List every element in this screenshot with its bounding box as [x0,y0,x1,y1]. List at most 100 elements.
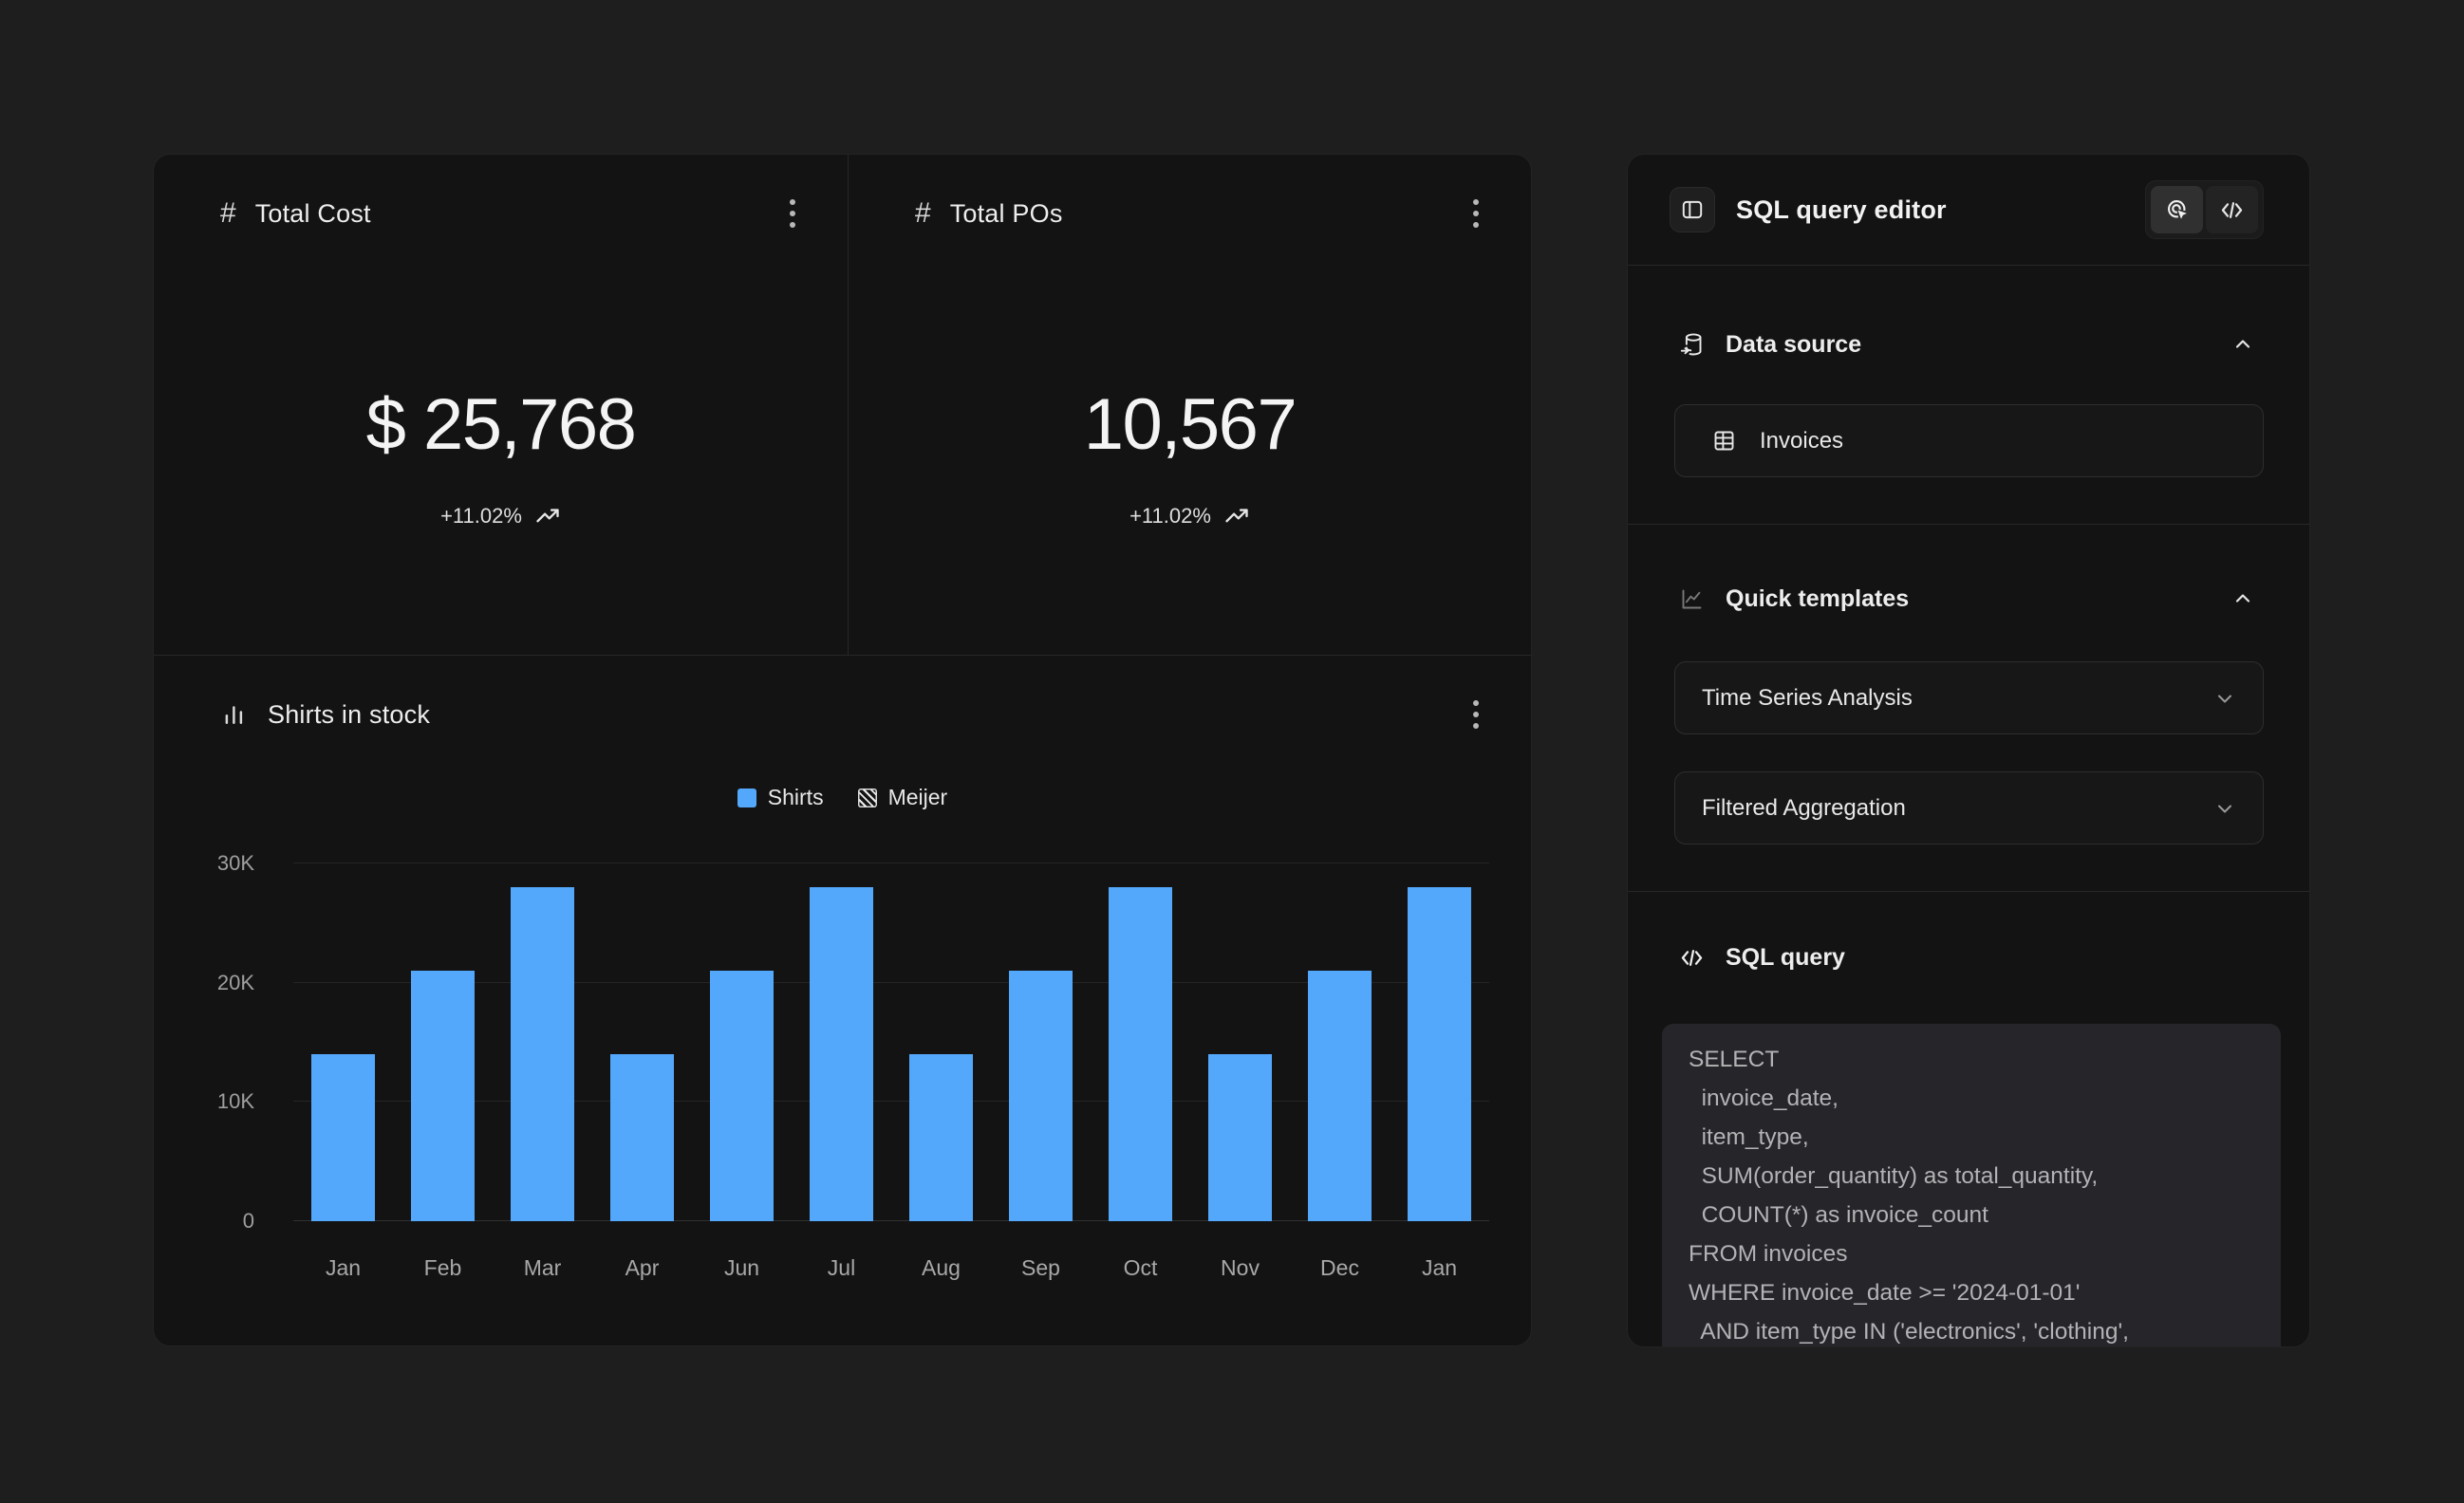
x-axis-label: Apr [625,1255,660,1280]
bar-shirts [810,887,873,1221]
editor-mode-toggle [2145,180,2264,239]
vertical-divider [848,155,849,655]
kebab-icon [790,199,795,228]
sql-code-line: item_type, [1689,1124,1809,1150]
table-icon [1714,431,1734,451]
more-menu-button[interactable] [772,193,813,234]
line-chart-icon [1682,589,1702,608]
x-axis-label: Oct [1123,1255,1158,1280]
panel-title: SQL query editor [1736,195,1947,224]
legend-label: Shirts [767,785,824,809]
total-pos-trend: +11.02% [849,502,1531,530]
y-grid-line [293,1220,1489,1221]
sql-query-head: SQL query [1679,944,2262,972]
sql-code-line: invoice_date, [1689,1086,1839,1111]
sql-code-editor[interactable]: SELECT invoice_date, item_type, SUM(orde… [1662,1024,2281,1346]
sql-code-line: SELECT [1689,1047,1780,1072]
dropdown-value: Filtered Aggregation [1702,794,1906,821]
panel-layout-icon-button[interactable] [1670,187,1715,232]
x-axis-label: Jan [1421,1255,1458,1280]
total-cost-header: # Total Cost [220,193,813,234]
x-axis-label: Dec [1320,1255,1359,1280]
bar-slot [991,863,1091,1221]
chart-title: Shirts in stock [268,699,431,729]
bar-shirts [411,971,475,1221]
more-menu-button[interactable] [1455,193,1497,234]
x-axis-label: Jan [325,1255,362,1280]
bar-shirts [1009,971,1073,1221]
stat-cards-row: # Total Cost $ 25,768 +11.02% [154,155,1531,655]
total-pos-card: # Total POs 10,567 +11.02% [849,155,1531,655]
legend-item-meijer[interactable]: Meijer [857,785,947,810]
chevron-down-icon [2218,695,2231,702]
bar-shirts [1308,971,1372,1221]
chevron-up-icon [2235,340,2250,348]
card-title: Total Cost [254,198,371,228]
legend-item-shirts[interactable]: Shirts [737,785,824,810]
bar-slot [293,863,393,1221]
section-divider [1628,524,2309,525]
x-axis-label: Jun [723,1255,760,1280]
bar-shirts [511,887,574,1221]
total-pos-header: # Total POs [915,193,1497,234]
chevron-down-icon [2218,805,2231,812]
kebab-icon [1473,199,1479,228]
y-axis-tick-label: 10K [216,1089,254,1114]
section-label: Quick templates [1726,584,1910,612]
template-dropdown-time-series[interactable]: Time Series Analysis [1674,661,2264,734]
x-axis-label: Jul [827,1255,856,1280]
trending-up-icon [536,509,559,523]
database-import-icon [1680,333,1702,355]
bar-shirts [1109,887,1172,1221]
legend-swatch-hatched [857,788,877,807]
bars [293,863,1489,1221]
target-cursor-icon [2167,200,2187,219]
sql-editor-panel: SQL query editor [1627,154,2310,1347]
bar-slot [1190,863,1290,1221]
card-title: Total POs [949,198,1063,228]
x-axis-label: Aug [922,1255,961,1280]
total-cost-trend: +11.02% [154,502,848,530]
code-icon [2221,201,2243,218]
data-source-head: Data source [1679,325,2262,363]
collapse-section-button[interactable] [2224,580,2262,618]
quick-templates-section: Quick templates Time Series Analysis Fil… [1628,525,2309,891]
bar-slot [1091,863,1190,1221]
bar-shirts [909,1054,973,1221]
more-menu-button[interactable] [1455,694,1497,735]
y-grid-line [293,1101,1489,1103]
bar-chart-icon [225,706,243,724]
y-axis-tick-label: 0 [242,1209,254,1233]
metrics-panel: # Total Cost $ 25,768 +11.02% [153,154,1532,1346]
bar-shirts [1408,887,1471,1221]
sql-code-line: FROM invoices [1689,1241,1848,1267]
sql-editor-header: SQL query editor [1628,155,2309,265]
section-label: SQL query [1726,944,1845,971]
y-axis-tick-label: 30K [216,851,254,875]
sql-code-line: AND item_type IN ('electronics', 'clothi… [1689,1319,2129,1345]
bar-chart-plot [293,863,1489,1221]
total-cost-value: $ 25,768 [365,384,637,465]
template-dropdown-filtered-aggregation[interactable]: Filtered Aggregation [1674,771,2264,844]
total-pos-value: 10,567 [1083,384,1297,465]
data-source-invoices[interactable]: Invoices [1674,404,2264,477]
x-axis-label: Sep [1021,1255,1060,1280]
sql-code-line: SUM(order_quantity) as total_quantity, [1689,1163,2099,1189]
sql-code-line: COUNT(*) as invoice_count [1689,1202,1988,1228]
bar-shirts [710,971,774,1221]
code-mode-button[interactable] [2206,186,2258,233]
collapse-section-button[interactable] [2224,325,2262,363]
bar-slot [393,863,493,1221]
visual-mode-button[interactable] [2151,186,2203,233]
sql-code-line: WHERE invoice_date >= '2024-01-01' [1689,1280,2081,1306]
number-metric-icon: # [915,197,931,229]
y-grid-line [293,981,1489,983]
bar-slot [792,863,891,1221]
bar-shirts [1208,1054,1272,1221]
x-axis-label: Feb [423,1255,462,1280]
bar-slot [891,863,991,1221]
section-divider [1628,891,2309,892]
shirts-chart-card: Shirts in stock Shirts Meijer 0 10K 20K 30K [154,656,1531,1345]
section-label: Data source [1726,330,1862,358]
section-divider [1628,265,2309,266]
